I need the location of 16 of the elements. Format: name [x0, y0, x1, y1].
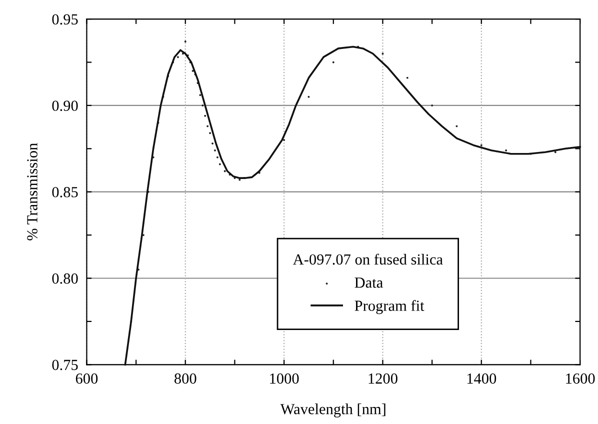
x-tick-label: 800: [174, 373, 196, 384]
x-tick-label: 600: [76, 373, 98, 384]
y-tick-label: 0.90: [52, 100, 78, 111]
legend-label: Program fit: [354, 300, 424, 314]
x-tick-label: 1600: [566, 373, 595, 384]
y-tick-label: 0.80: [52, 273, 78, 284]
y-tick-label: 0.85: [52, 187, 78, 198]
legend-title: A-097.07 on fused silica: [292, 254, 443, 265]
x-tick-label: 1400: [467, 373, 496, 384]
x-axis-title: Wavelength [nm]: [280, 403, 386, 418]
x-tick-label: 1200: [368, 373, 398, 384]
y-tick-label: 0.75: [52, 360, 78, 370]
y-axis-title: % Transmission: [27, 143, 38, 240]
x-tick-label: 1000: [270, 373, 299, 384]
y-tick-label: 0.95: [52, 14, 78, 25]
legend-label: Data: [354, 278, 383, 288]
